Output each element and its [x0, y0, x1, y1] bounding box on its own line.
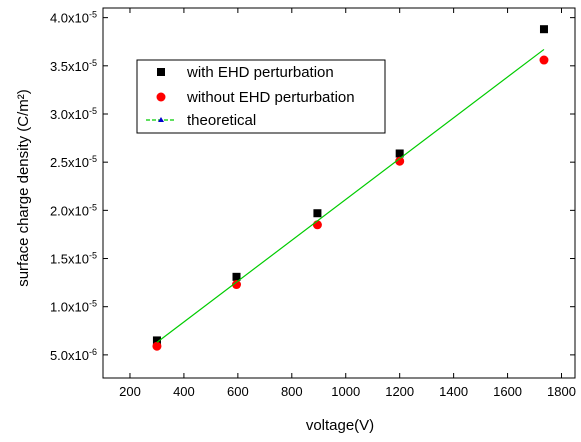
legend-label: theoretical [187, 112, 256, 129]
data-point-without-ehd [152, 341, 162, 351]
data-point-with-ehd [539, 25, 548, 34]
theoretical-line [156, 48, 545, 343]
legend: with EHD perturbation without EHD perturb… [136, 59, 386, 134]
plot-frame [102, 7, 576, 379]
y-tick-label: 3.5x10-5 [50, 58, 97, 74]
data-point-with-ehd [313, 209, 322, 218]
x-tick-label: 1400 [439, 384, 468, 399]
data-point-with-ehd [232, 272, 241, 281]
x-tick-label: 1600 [493, 384, 522, 399]
y-tick-label: 1.5x10-5 [50, 251, 97, 267]
data-point-with-ehd [152, 336, 161, 345]
axis-ticks: 200 400 600 800 1000 1200 1400 1600 1800 5.0x10-6… [50, 8, 576, 399]
y-tick-label: 5.0x10-6 [50, 347, 97, 363]
legend-marker-circle [156, 92, 166, 102]
legend-marker-triangle [158, 117, 164, 122]
x-tick-label: 200 [119, 384, 141, 399]
y-tick-label: 3.0x10-5 [50, 106, 97, 122]
legend-box [136, 59, 386, 134]
legend-label: without EHD perturbation [186, 89, 355, 106]
legend-marker-square [157, 68, 165, 76]
x-tick-label: 1000 [331, 384, 360, 399]
y-tick-label: 4.0x10-5 [50, 10, 97, 26]
legend-label: with EHD perturbation [186, 64, 334, 81]
x-tick-label: 400 [173, 384, 195, 399]
y-tick-label: 2.5x10-5 [50, 154, 97, 170]
y-tick-label: 2.0x10-5 [50, 202, 97, 218]
y-tick-label: 1.0x10-5 [50, 299, 97, 315]
x-axis-title: voltage(V) [306, 417, 374, 434]
series-layer [152, 25, 549, 351]
data-point-without-ehd [232, 280, 242, 290]
data-point-without-ehd [395, 156, 405, 166]
data-point-with-ehd [395, 149, 404, 158]
x-tick-label: 800 [281, 384, 303, 399]
y-axis-title: surface charge density (C/m²) [15, 89, 32, 287]
x-tick-label: 1800 [547, 384, 576, 399]
data-point-without-ehd [539, 55, 549, 65]
x-tick-label: 600 [227, 384, 249, 399]
x-tick-label: 1200 [385, 384, 414, 399]
